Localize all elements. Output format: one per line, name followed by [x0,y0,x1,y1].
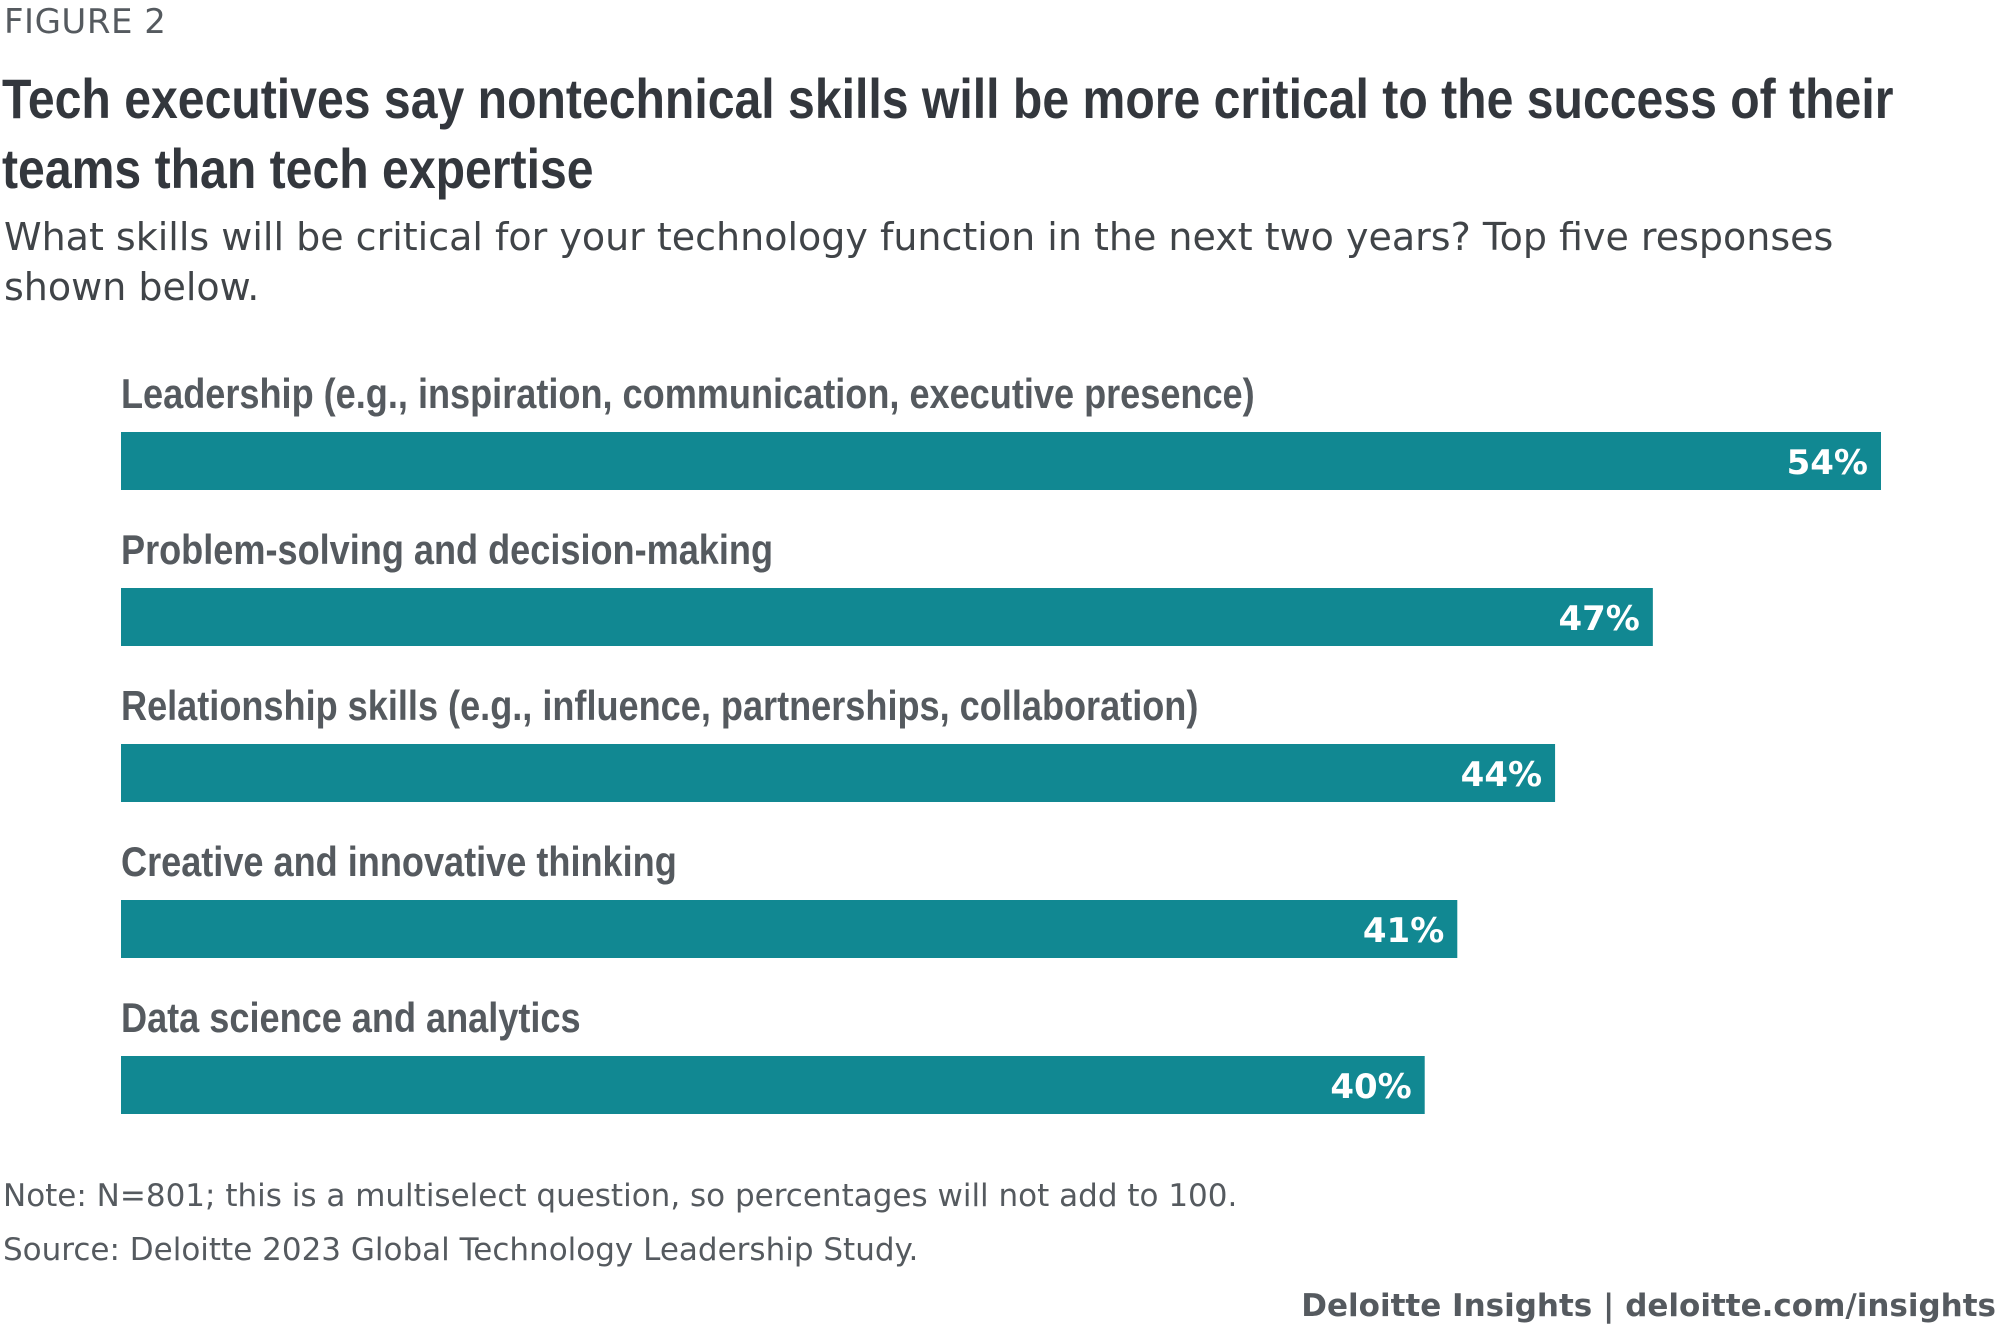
category-label: Problem-solving and decision-making [121,528,773,574]
bar [121,432,1881,490]
category-label: Leadership (e.g., inspiration, communica… [121,372,1255,418]
category-label: Relationship skills (e.g., influence, pa… [121,684,1198,730]
chart-title: Tech executives say nontechnical skills … [2,67,1894,200]
category-label: Data science and analytics [121,996,581,1042]
bar-chart: Leadership (e.g., inspiration, communica… [121,372,1881,1114]
bar [121,588,1653,646]
chart-subtitle: What skills will be critical for your te… [4,215,1834,309]
figure-label: FIGURE 2 [4,2,167,42]
brand-separator: | [1592,1288,1626,1324]
bar [121,900,1458,958]
brand-name: Deloitte Insights [1301,1288,1593,1324]
value-label: 40% [1330,1067,1411,1107]
value-label: 54% [1787,443,1868,483]
chart-source: Source: Deloitte 2023 Global Technology … [3,1232,919,1268]
brand-url[interactable]: deloitte.com/insights [1625,1288,1996,1324]
value-label: 41% [1363,911,1444,951]
brand-footer: Deloitte Insights | deloitte.com/insight… [1301,1288,1996,1324]
bar [121,744,1556,802]
bar [121,1056,1425,1114]
value-label: 44% [1461,755,1542,795]
category-label: Creative and innovative thinking [121,840,677,886]
chart-note: Note: N=801; this is a multiselect quest… [3,1178,1238,1214]
value-label: 47% [1558,599,1639,639]
